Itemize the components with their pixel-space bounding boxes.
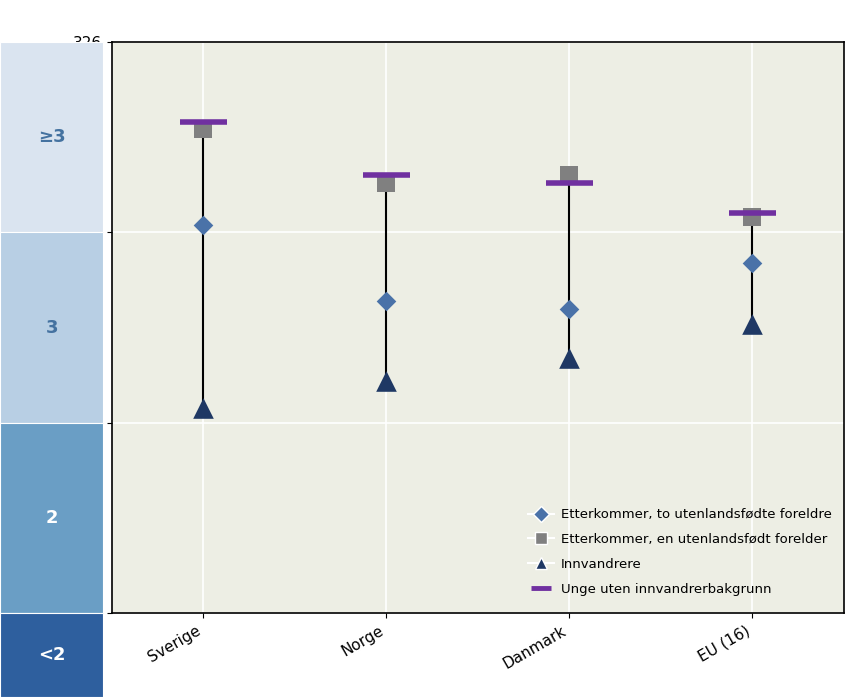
Point (380, 376, 393, 387)
Text: 3: 3 (46, 319, 58, 337)
Text: <2: <2 (38, 646, 65, 664)
Point (380, 296, 393, 307)
Point (746, 257, 759, 268)
Point (746, 319, 759, 330)
Text: ≥3: ≥3 (38, 128, 65, 146)
Point (196, 402, 210, 413)
Point (562, 353, 576, 364)
Point (196, 219, 210, 230)
Point (562, 303, 576, 314)
Point (380, 177, 393, 188)
Legend: Etterkommer, to utenlandsfødte foreldre, Etterkommer, en utenlandsfødt forelder,: Etterkommer, to utenlandsfødte foreldre,… (523, 503, 837, 601)
Point (746, 211, 759, 222)
Point (196, 124, 210, 135)
Point (562, 169, 576, 181)
Text: 2: 2 (46, 509, 58, 527)
